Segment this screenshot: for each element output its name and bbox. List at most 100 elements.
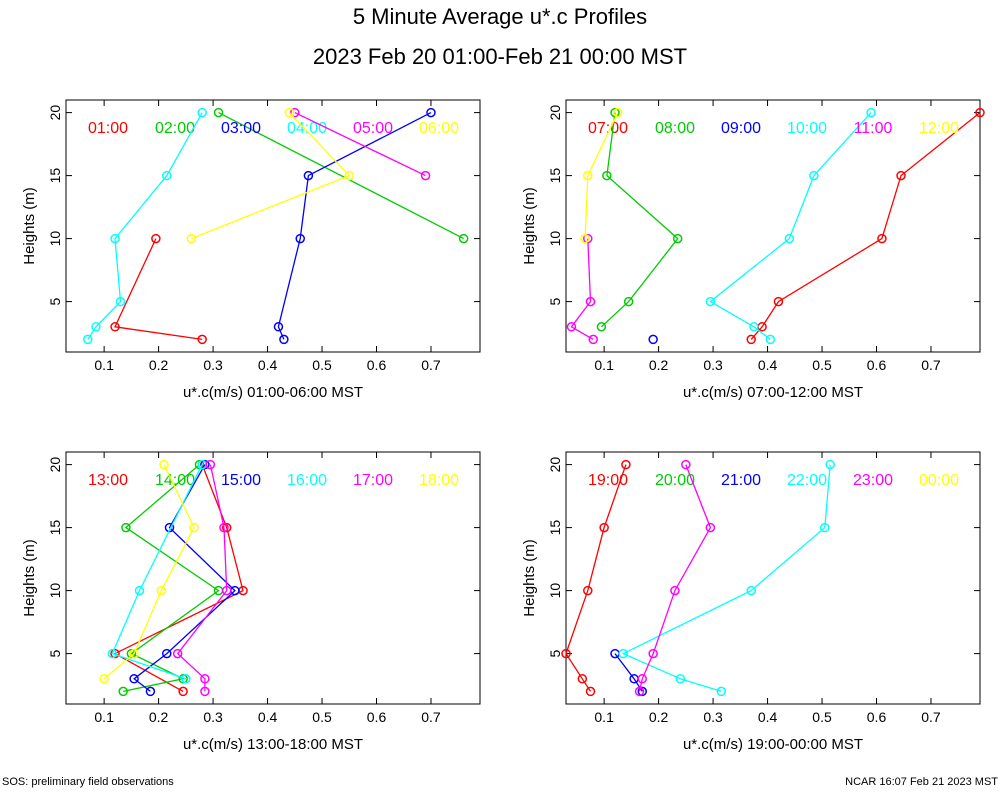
- panel-3-data-point: [200, 674, 210, 684]
- panel-3-data-point: [126, 648, 137, 659]
- panel-4-data-point: [599, 522, 609, 533]
- panel-3-x-tick-label: 0.4: [258, 709, 278, 725]
- panel-4-data-point: [561, 648, 571, 659]
- panel-4-x-axis-label: u*.c(m/s) 19:00-00:00 MST: [683, 736, 863, 753]
- panel-1-data-point: [420, 170, 431, 181]
- panel-4-data-point: [618, 648, 628, 659]
- panel-2-data-point: [610, 107, 620, 118]
- panel-1-series-line-0300: [277, 112, 432, 340]
- panel-1-legend-0600: 06:00: [419, 120, 459, 137]
- panel-2-data-point: [749, 322, 759, 332]
- panel-3-legend-1800: 18:00: [419, 472, 459, 489]
- panel-2-data-point: [705, 296, 716, 307]
- panel-3-data-point: [219, 522, 229, 533]
- panel-3-data-point: [178, 674, 188, 684]
- panel-2-data-point: [566, 322, 577, 332]
- panel-1-data-point: [110, 322, 120, 332]
- panel-3-series-line-1400: [123, 464, 220, 693]
- panel-4-legend-2100: 21:00: [721, 472, 761, 489]
- panel-2-x-tick-label: 0.1: [594, 357, 614, 373]
- panel-2-data-point: [588, 334, 598, 345]
- panel-4-data-point: [583, 585, 593, 596]
- panel-4-data-point: [675, 674, 686, 684]
- panel-1-data-point: [426, 107, 436, 118]
- panel-1-series-line-0200: [218, 112, 464, 240]
- panel-1-y-axis-label: Heights (m): [21, 187, 38, 265]
- panel-2-x-tick-label: 0.2: [649, 357, 669, 373]
- panel-4-data-point: [705, 522, 716, 533]
- panel-1-y-tick-label: 5: [47, 297, 63, 305]
- panel-1-x-tick-label: 0.3: [203, 357, 223, 373]
- panel-1-x-tick-label: 0.4: [258, 357, 278, 373]
- panel-3-data-point: [200, 686, 210, 697]
- panel-3-series-line-1300: [113, 464, 244, 692]
- panel-3-y-tick-label: 10: [47, 583, 63, 599]
- panel-3-series-line-1500: [133, 464, 236, 692]
- panel-4-x-tick-label: 0.3: [703, 709, 723, 725]
- panel-1-x-tick-label: 0.2: [149, 357, 169, 373]
- panel-1-data-point: [83, 334, 93, 345]
- panel-4-y-tick-label: 5: [547, 649, 563, 657]
- panel-4-y-tick-label: 20: [547, 457, 563, 473]
- panel-4-series-line-2200: [621, 464, 831, 693]
- panel-2-data-point: [773, 296, 784, 307]
- panel-4-legend-2000: 20:00: [655, 472, 695, 489]
- panel-3-legend-1300: 13:00: [88, 472, 128, 489]
- panel-4-data-point: [681, 459, 691, 470]
- panel-2-x-tick-label: 0.4: [758, 357, 778, 373]
- panel-4-x-tick-label: 0.5: [812, 709, 832, 725]
- panel-2-y-tick-label: 20: [547, 105, 563, 121]
- panel-1-x-tick-label: 0.1: [94, 357, 114, 373]
- panel-2-x-tick-label: 0.7: [921, 357, 941, 373]
- panel-2-data-point: [596, 322, 607, 332]
- panel-1-data-point: [186, 233, 197, 244]
- panel-1-data-point: [458, 233, 469, 244]
- panel-3-x-tick-label: 0.7: [421, 709, 441, 725]
- panel-3-data-point: [156, 585, 167, 596]
- panel-2-data-point: [602, 170, 612, 181]
- panel-4-data-point: [648, 648, 658, 659]
- panel-4-legend-2200: 22:00: [787, 472, 827, 489]
- panel-1-data-point: [151, 233, 161, 244]
- panel-3-data-point: [159, 459, 169, 470]
- panel-3-y-tick-label: 20: [47, 457, 63, 473]
- panel-1-legend-0100: 01:00: [88, 120, 128, 137]
- panel-3-y-axis-label: Heights (m): [21, 539, 38, 617]
- panel-4-x-tick-label: 0.4: [758, 709, 778, 725]
- panel-1-data-point: [303, 170, 314, 181]
- panel-1-data-point: [279, 334, 289, 345]
- panel-3-data-point: [129, 648, 139, 659]
- panel-4-data-point: [621, 459, 631, 470]
- panel-4-series-line-2100: [614, 653, 643, 692]
- panel-4-series-line-1900: [565, 464, 627, 692]
- panel-4-data-point: [637, 674, 648, 684]
- panel-2-data-point: [672, 233, 683, 244]
- panel-2-data-point: [613, 107, 623, 118]
- panel-1-y-tick-label: 15: [47, 168, 63, 184]
- panel-2-x-tick-label: 0.3: [703, 357, 723, 373]
- panel-1-frame: [65, 99, 481, 353]
- panel-3-data-point: [172, 648, 183, 659]
- panel-1-x-tick-label: 0.7: [421, 357, 441, 373]
- panel-2-data-point: [866, 107, 876, 118]
- panel-4-y-axis-label: Heights (m): [521, 539, 538, 617]
- panel-4-data-point: [820, 522, 830, 533]
- panel-1-legend-0200: 02:00: [155, 120, 195, 137]
- panel-3-x-tick-label: 0.3: [203, 709, 223, 725]
- panel-2-series-line-0800: [600, 112, 679, 328]
- panel-4-data-point: [585, 686, 596, 697]
- panel-2-series-line-1200: [584, 112, 619, 239]
- panel-1-data-point: [284, 107, 295, 118]
- panel-2-data-point: [975, 107, 985, 118]
- panel-4-data-point: [825, 459, 835, 470]
- panel-3-data-point: [189, 522, 199, 533]
- panel-1-legend-0400: 04:00: [287, 120, 327, 137]
- panel-3-data-point: [221, 585, 232, 596]
- panel-2-frame: [565, 99, 981, 353]
- panel-2-legend-1200: 12:00: [919, 120, 959, 137]
- panel-1-data-point: [197, 334, 207, 345]
- panel-2-y-tick-label: 10: [547, 231, 563, 247]
- panel-1-x-axis-label: u*.c(m/s) 01:00-06:00 MST: [183, 384, 363, 401]
- panel-3-legend-1700: 17:00: [353, 472, 393, 489]
